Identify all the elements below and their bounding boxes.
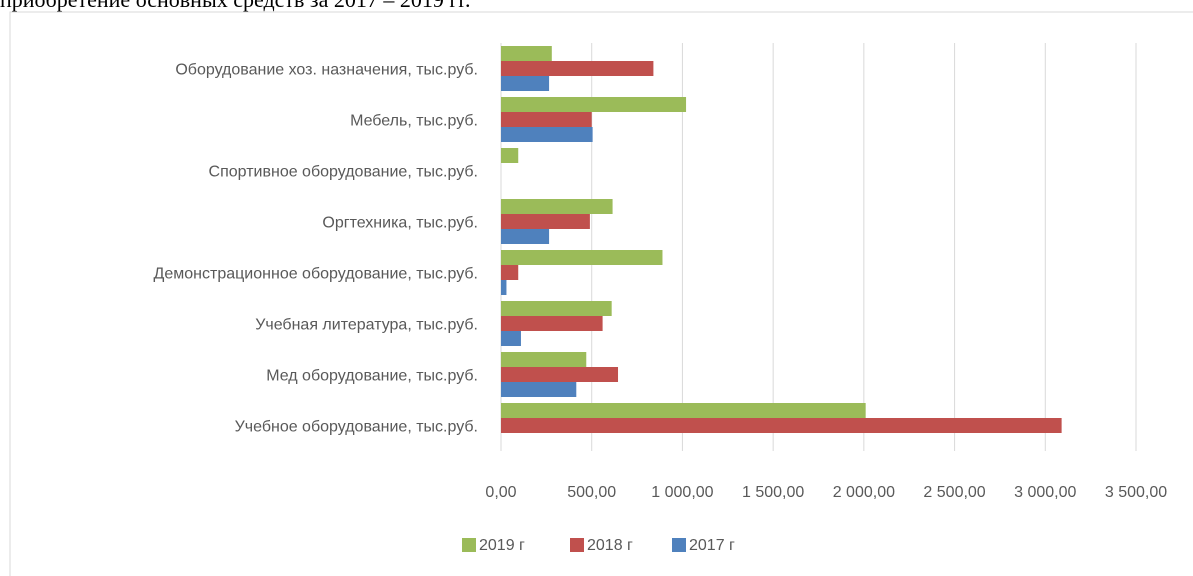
legend-label: 2018 г bbox=[587, 537, 633, 554]
chart-title: приобретение основных средств за 2017 – … bbox=[0, 0, 470, 12]
legend-swatch bbox=[462, 538, 476, 552]
bar bbox=[501, 352, 587, 367]
bar bbox=[501, 46, 552, 61]
x-tick-label: 500,00 bbox=[567, 484, 616, 501]
bar bbox=[501, 214, 590, 229]
bar bbox=[501, 250, 663, 265]
y-tick-label: Оргтехника, тыс.руб. bbox=[322, 215, 478, 232]
bar bbox=[501, 61, 654, 76]
x-tick-label: 2 000,00 bbox=[833, 484, 895, 501]
bar bbox=[501, 280, 507, 295]
x-tick-label: 0,00 bbox=[485, 484, 516, 501]
y-tick-label: Учебное оборудование, тыс.руб. bbox=[235, 419, 478, 436]
bar bbox=[501, 316, 603, 331]
y-tick-label: Оборудование хоз. назначения, тыс.руб. bbox=[175, 62, 478, 79]
bar bbox=[501, 301, 612, 316]
bar bbox=[501, 112, 592, 127]
x-tick-label: 3 500,00 bbox=[1105, 484, 1167, 501]
x-tick-label: 2 500,00 bbox=[923, 484, 985, 501]
bar bbox=[501, 331, 521, 346]
x-tick-label: 3 000,00 bbox=[1014, 484, 1076, 501]
bar bbox=[501, 265, 519, 280]
x-tick-label: 1 000,00 bbox=[651, 484, 713, 501]
bar bbox=[501, 418, 1062, 433]
bar bbox=[501, 367, 619, 382]
y-tick-label: Мебель, тыс.руб. bbox=[350, 113, 478, 130]
bar bbox=[501, 127, 593, 142]
bar bbox=[501, 229, 550, 244]
legend-label: 2017 г bbox=[689, 537, 735, 554]
bar bbox=[501, 199, 613, 214]
y-tick-label: Мед оборудование, тыс.руб. bbox=[266, 368, 478, 385]
bar bbox=[501, 97, 687, 112]
bar bbox=[501, 382, 577, 397]
legend-swatch bbox=[672, 538, 686, 552]
bar bbox=[501, 76, 550, 91]
y-tick-label: Спортивное оборудование, тыс.руб. bbox=[209, 164, 478, 181]
bar bbox=[501, 403, 866, 418]
y-tick-label: Учебная литература, тыс.руб. bbox=[255, 317, 478, 334]
x-tick-label: 1 500,00 bbox=[742, 484, 804, 501]
legend-label: 2019 г bbox=[479, 537, 525, 554]
bar bbox=[501, 148, 519, 163]
y-tick-label: Демонстрационное оборудование, тыс.руб. bbox=[154, 266, 478, 283]
legend-swatch bbox=[570, 538, 584, 552]
